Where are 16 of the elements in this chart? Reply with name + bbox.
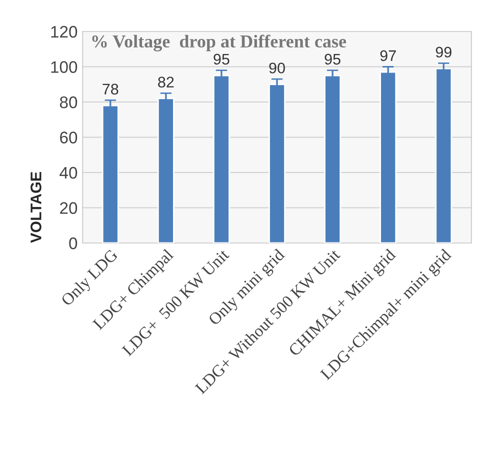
data-label: 90 xyxy=(269,62,285,74)
y-tick-label: 60 xyxy=(60,132,78,144)
y-tick-label: 100 xyxy=(51,61,78,73)
data-label: 78 xyxy=(102,84,118,95)
y-tick-label: 80 xyxy=(60,96,78,108)
data-label: 82 xyxy=(158,76,174,88)
chart-title: % Voltage drop at Different case xyxy=(92,34,346,52)
y-tick-label: 0 xyxy=(69,237,78,250)
data-label: 97 xyxy=(380,50,396,62)
data-label: 99 xyxy=(436,46,452,58)
data-label: 95 xyxy=(214,54,230,65)
data-label: 95 xyxy=(324,54,340,65)
y-tick-label: 120 xyxy=(51,26,78,38)
y-tick-label: 40 xyxy=(60,166,78,179)
y-tick-label: 20 xyxy=(60,202,78,214)
y-axis-title: VOLTAGE xyxy=(30,172,42,243)
